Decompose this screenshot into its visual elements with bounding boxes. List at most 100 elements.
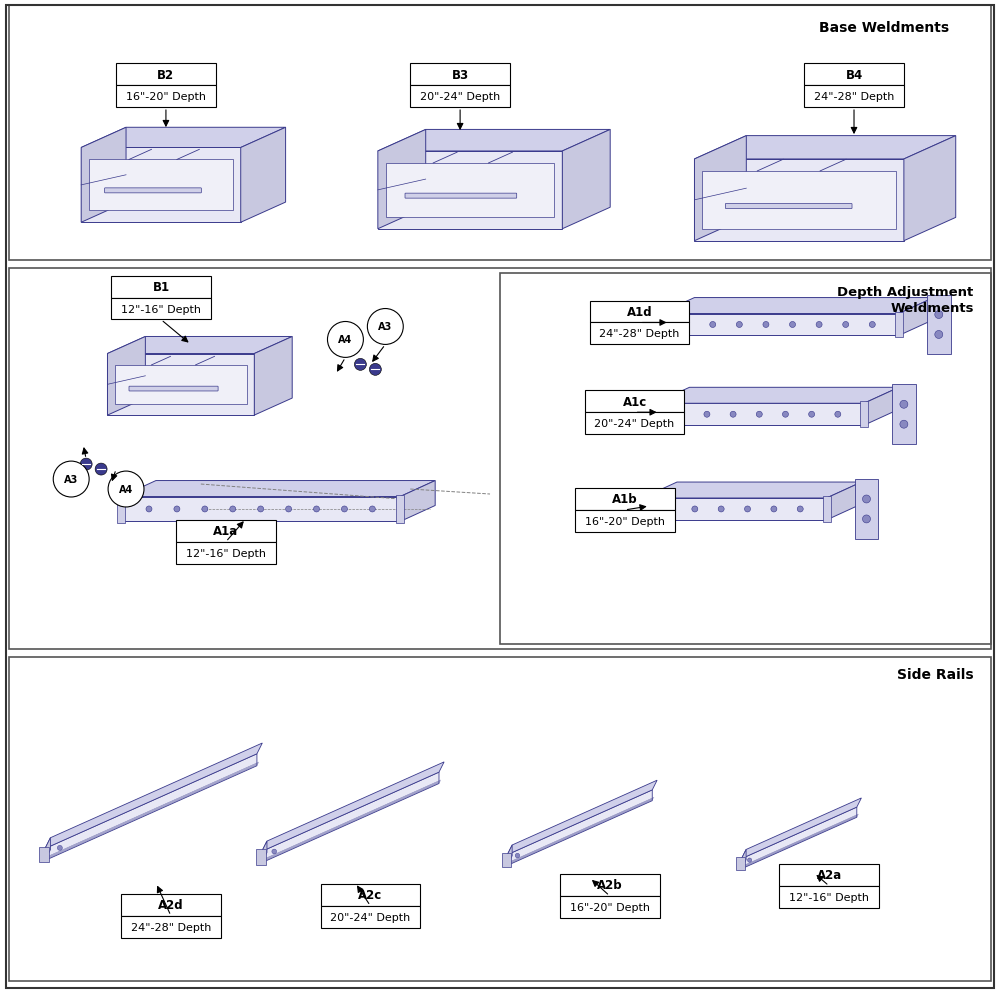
Polygon shape — [81, 128, 286, 148]
Polygon shape — [45, 754, 257, 861]
Polygon shape — [655, 388, 899, 404]
FancyBboxPatch shape — [585, 413, 684, 434]
FancyBboxPatch shape — [129, 387, 218, 392]
Polygon shape — [396, 495, 404, 524]
Polygon shape — [107, 354, 254, 415]
FancyBboxPatch shape — [105, 189, 201, 194]
Circle shape — [869, 322, 875, 328]
Polygon shape — [742, 807, 857, 869]
Polygon shape — [121, 481, 435, 497]
Polygon shape — [400, 481, 435, 522]
Text: A3: A3 — [64, 474, 78, 484]
Circle shape — [95, 463, 107, 475]
FancyBboxPatch shape — [590, 301, 689, 323]
Circle shape — [367, 309, 403, 345]
Circle shape — [745, 507, 751, 513]
Text: 12"-16" Depth: 12"-16" Depth — [186, 549, 266, 559]
Text: A2a: A2a — [816, 869, 842, 882]
Text: 16"-20" Depth: 16"-20" Depth — [570, 902, 650, 911]
Text: B4: B4 — [845, 69, 863, 82]
Polygon shape — [507, 790, 652, 866]
Polygon shape — [638, 496, 646, 523]
Polygon shape — [895, 312, 903, 338]
Circle shape — [108, 471, 144, 508]
Polygon shape — [254, 337, 292, 415]
Text: B3: B3 — [452, 69, 469, 82]
Polygon shape — [117, 495, 125, 524]
Polygon shape — [694, 136, 746, 242]
Polygon shape — [45, 744, 262, 849]
Circle shape — [515, 854, 520, 858]
FancyBboxPatch shape — [804, 86, 904, 108]
Polygon shape — [660, 314, 899, 336]
Text: 24"-28" Depth: 24"-28" Depth — [814, 92, 894, 102]
Polygon shape — [864, 388, 899, 425]
Text: B2: B2 — [157, 69, 174, 82]
FancyBboxPatch shape — [575, 511, 675, 533]
Text: Base Weldments: Base Weldments — [819, 21, 949, 36]
Text: 12"-16" Depth: 12"-16" Depth — [121, 304, 201, 314]
Polygon shape — [927, 295, 951, 355]
FancyBboxPatch shape — [410, 86, 510, 108]
Bar — [256, 850, 266, 865]
FancyBboxPatch shape — [779, 886, 879, 908]
Circle shape — [57, 846, 62, 851]
Circle shape — [80, 458, 92, 470]
Polygon shape — [107, 337, 145, 415]
Polygon shape — [892, 385, 916, 444]
Circle shape — [665, 507, 671, 513]
FancyBboxPatch shape — [725, 205, 852, 210]
Circle shape — [704, 412, 710, 417]
Circle shape — [862, 495, 870, 504]
Polygon shape — [386, 164, 554, 218]
Polygon shape — [81, 148, 241, 223]
Circle shape — [756, 412, 762, 417]
Text: 24"-28" Depth: 24"-28" Depth — [131, 921, 211, 931]
FancyBboxPatch shape — [410, 65, 510, 86]
FancyBboxPatch shape — [560, 896, 660, 917]
FancyBboxPatch shape — [121, 915, 221, 937]
Polygon shape — [378, 152, 562, 230]
Circle shape — [900, 401, 908, 409]
Text: A1b: A1b — [612, 493, 637, 506]
Polygon shape — [827, 482, 861, 521]
Polygon shape — [107, 337, 292, 354]
Circle shape — [771, 507, 777, 513]
Polygon shape — [262, 841, 267, 863]
Polygon shape — [378, 130, 610, 152]
Circle shape — [692, 507, 698, 513]
Text: 24"-28" Depth: 24"-28" Depth — [599, 329, 680, 339]
Text: A3: A3 — [378, 322, 392, 332]
Text: 16"-20" Depth: 16"-20" Depth — [585, 517, 665, 527]
Text: A1a: A1a — [213, 525, 238, 538]
Circle shape — [354, 359, 366, 371]
Text: 16"-20" Depth: 16"-20" Depth — [126, 92, 206, 102]
Circle shape — [174, 507, 180, 513]
Polygon shape — [115, 366, 247, 405]
Polygon shape — [660, 298, 934, 314]
Circle shape — [718, 507, 724, 513]
Polygon shape — [89, 160, 233, 211]
Circle shape — [862, 516, 870, 524]
FancyBboxPatch shape — [111, 276, 211, 298]
FancyBboxPatch shape — [321, 884, 420, 906]
FancyBboxPatch shape — [575, 488, 675, 511]
Text: A1c: A1c — [622, 396, 647, 409]
Circle shape — [683, 322, 689, 328]
Text: 20"-24" Depth: 20"-24" Depth — [420, 92, 500, 102]
Bar — [502, 853, 511, 868]
Bar — [500, 273, 991, 644]
Circle shape — [53, 461, 89, 498]
Circle shape — [327, 322, 363, 358]
Circle shape — [258, 507, 264, 513]
Text: A2d: A2d — [158, 899, 184, 911]
Text: Depth Adjustment
Weldments: Depth Adjustment Weldments — [837, 285, 974, 314]
FancyBboxPatch shape — [560, 874, 660, 896]
Polygon shape — [702, 172, 896, 230]
Text: 12"-16" Depth: 12"-16" Depth — [789, 892, 869, 902]
Text: B1: B1 — [152, 281, 170, 294]
FancyBboxPatch shape — [176, 543, 276, 565]
Bar — [9, 657, 991, 981]
Circle shape — [790, 322, 796, 328]
Polygon shape — [742, 850, 746, 869]
